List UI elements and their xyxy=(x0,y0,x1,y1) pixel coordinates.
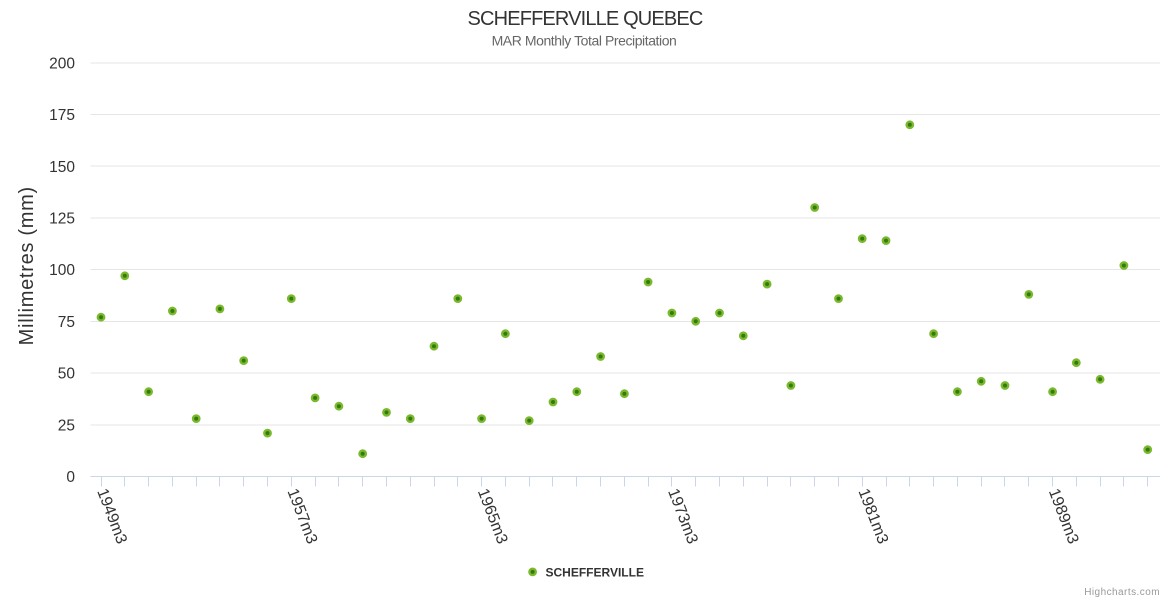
svg-text:175: 175 xyxy=(49,107,75,124)
svg-text:MAR Monthly Total Precipitatio: MAR Monthly Total Precipitation xyxy=(492,32,677,48)
svg-text:100: 100 xyxy=(49,262,75,279)
svg-text:SCHEFFERVILLE: SCHEFFERVILLE xyxy=(546,565,644,579)
svg-text:125: 125 xyxy=(49,211,75,228)
svg-text:Millimetres (mm): Millimetres (mm) xyxy=(16,186,38,345)
svg-text:150: 150 xyxy=(49,159,75,176)
svg-text:Highcharts.com: Highcharts.com xyxy=(1084,587,1160,598)
svg-text:SCHEFFERVILLE QUEBEC: SCHEFFERVILLE QUEBEC xyxy=(468,8,703,30)
svg-text:50: 50 xyxy=(58,366,76,383)
svg-text:0: 0 xyxy=(66,469,75,486)
svg-text:75: 75 xyxy=(58,314,75,331)
svg-text:200: 200 xyxy=(49,55,75,72)
svg-text:25: 25 xyxy=(58,417,75,434)
